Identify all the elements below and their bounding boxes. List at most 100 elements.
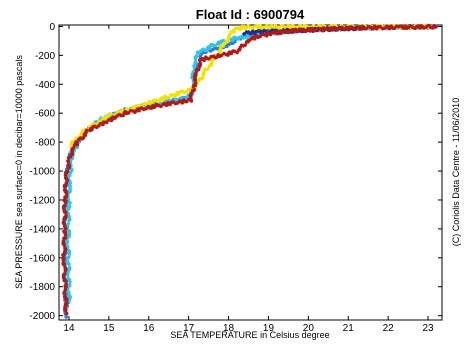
data-point [68, 184, 72, 189]
data-point [63, 307, 67, 312]
data-point [64, 194, 69, 199]
data-point [63, 304, 67, 309]
x-axis-label: SEA TEMPERATURE in Celsius degree [170, 330, 329, 340]
data-point [192, 64, 196, 68]
data-point [67, 200, 71, 205]
data-point [242, 32, 246, 36]
data-point [61, 261, 65, 266]
plot-frame [58, 24, 443, 321]
data-point [226, 38, 231, 43]
data-point [67, 232, 72, 237]
data-point [63, 265, 67, 269]
data-point [235, 50, 239, 55]
x-tick-label: 19 [263, 323, 275, 334]
data-point [62, 272, 67, 276]
data-point [62, 210, 67, 214]
y-tick-label: -400 [35, 80, 55, 91]
chart-title: Float Id : 6900794 [196, 7, 305, 22]
series-5 [61, 23, 438, 316]
data-point [66, 222, 71, 226]
data-point [194, 54, 199, 58]
data-point [62, 229, 66, 233]
data-point [66, 272, 70, 277]
data-point [64, 181, 69, 185]
data-point [67, 173, 72, 178]
x-tick-label: 15 [103, 323, 115, 334]
x-tick-label: 17 [183, 323, 195, 334]
x-tick-label: 18 [223, 323, 235, 334]
data-point [64, 311, 69, 316]
data-point [189, 97, 193, 102]
data-point [434, 24, 438, 29]
data-point [67, 204, 72, 209]
y-tick-label: 0 [49, 22, 55, 33]
x-tick-label: 16 [143, 323, 155, 334]
data-point [61, 220, 66, 225]
data-point [196, 67, 201, 72]
y-tick-label: -1200 [29, 195, 55, 206]
data-point [71, 146, 76, 150]
data-point [67, 266, 72, 270]
data-point [192, 87, 197, 92]
data-point [62, 203, 67, 208]
y-tick-label: -600 [35, 109, 55, 120]
data-point [218, 47, 223, 51]
data-point [167, 95, 171, 99]
data-point [67, 283, 72, 287]
data-point [62, 278, 66, 283]
data-point [258, 34, 263, 39]
copyright-text: (C) Coriolis Data Centre - 11/06/2010 [451, 98, 461, 246]
data-point [65, 259, 69, 263]
data-point [228, 33, 232, 37]
data-point [65, 169, 70, 174]
data-point [221, 44, 225, 48]
y-tick-label: -2000 [29, 311, 55, 322]
data-point [67, 215, 72, 219]
y-tick-label: -1600 [29, 253, 55, 264]
y-tick-label: -800 [35, 138, 55, 149]
data-point [210, 61, 214, 66]
data-point [70, 151, 75, 156]
data-point [67, 255, 71, 259]
data-point [67, 217, 72, 222]
data-point [65, 301, 69, 305]
data-point [65, 239, 69, 243]
data-point [63, 246, 67, 250]
data-point [126, 111, 131, 115]
data-point [61, 239, 66, 244]
data-point [64, 282, 68, 286]
data-point [62, 188, 67, 192]
data-point [66, 276, 70, 281]
data-point [67, 293, 72, 298]
y-axis-label: SEA PRESSURE sea surface=0 in decibar=10… [14, 55, 24, 289]
x-tick-label: 20 [303, 323, 315, 334]
data-point [193, 60, 198, 65]
y-tick-label: -200 [35, 51, 55, 62]
data-point [205, 67, 210, 71]
data-point [202, 70, 206, 74]
data-point [62, 198, 66, 203]
data-point [84, 128, 89, 133]
x-tick-label: 21 [343, 323, 355, 334]
y-tick-label: -1000 [29, 167, 55, 178]
data-point [198, 61, 202, 66]
data-point [64, 315, 68, 319]
data-point [207, 57, 211, 61]
data-point [63, 224, 67, 228]
data-point [66, 159, 70, 163]
data-point [63, 176, 68, 180]
x-tick-label: 23 [422, 323, 434, 334]
data-point [61, 256, 65, 261]
data-point [189, 91, 194, 95]
data-point [243, 43, 247, 47]
data-point [75, 140, 79, 145]
data-point [64, 214, 68, 218]
data-point [80, 129, 85, 133]
data-point [200, 76, 205, 80]
y-tick-label: -1400 [29, 224, 55, 235]
data-point [192, 77, 197, 82]
data-point [62, 290, 67, 295]
data-point [190, 75, 194, 80]
